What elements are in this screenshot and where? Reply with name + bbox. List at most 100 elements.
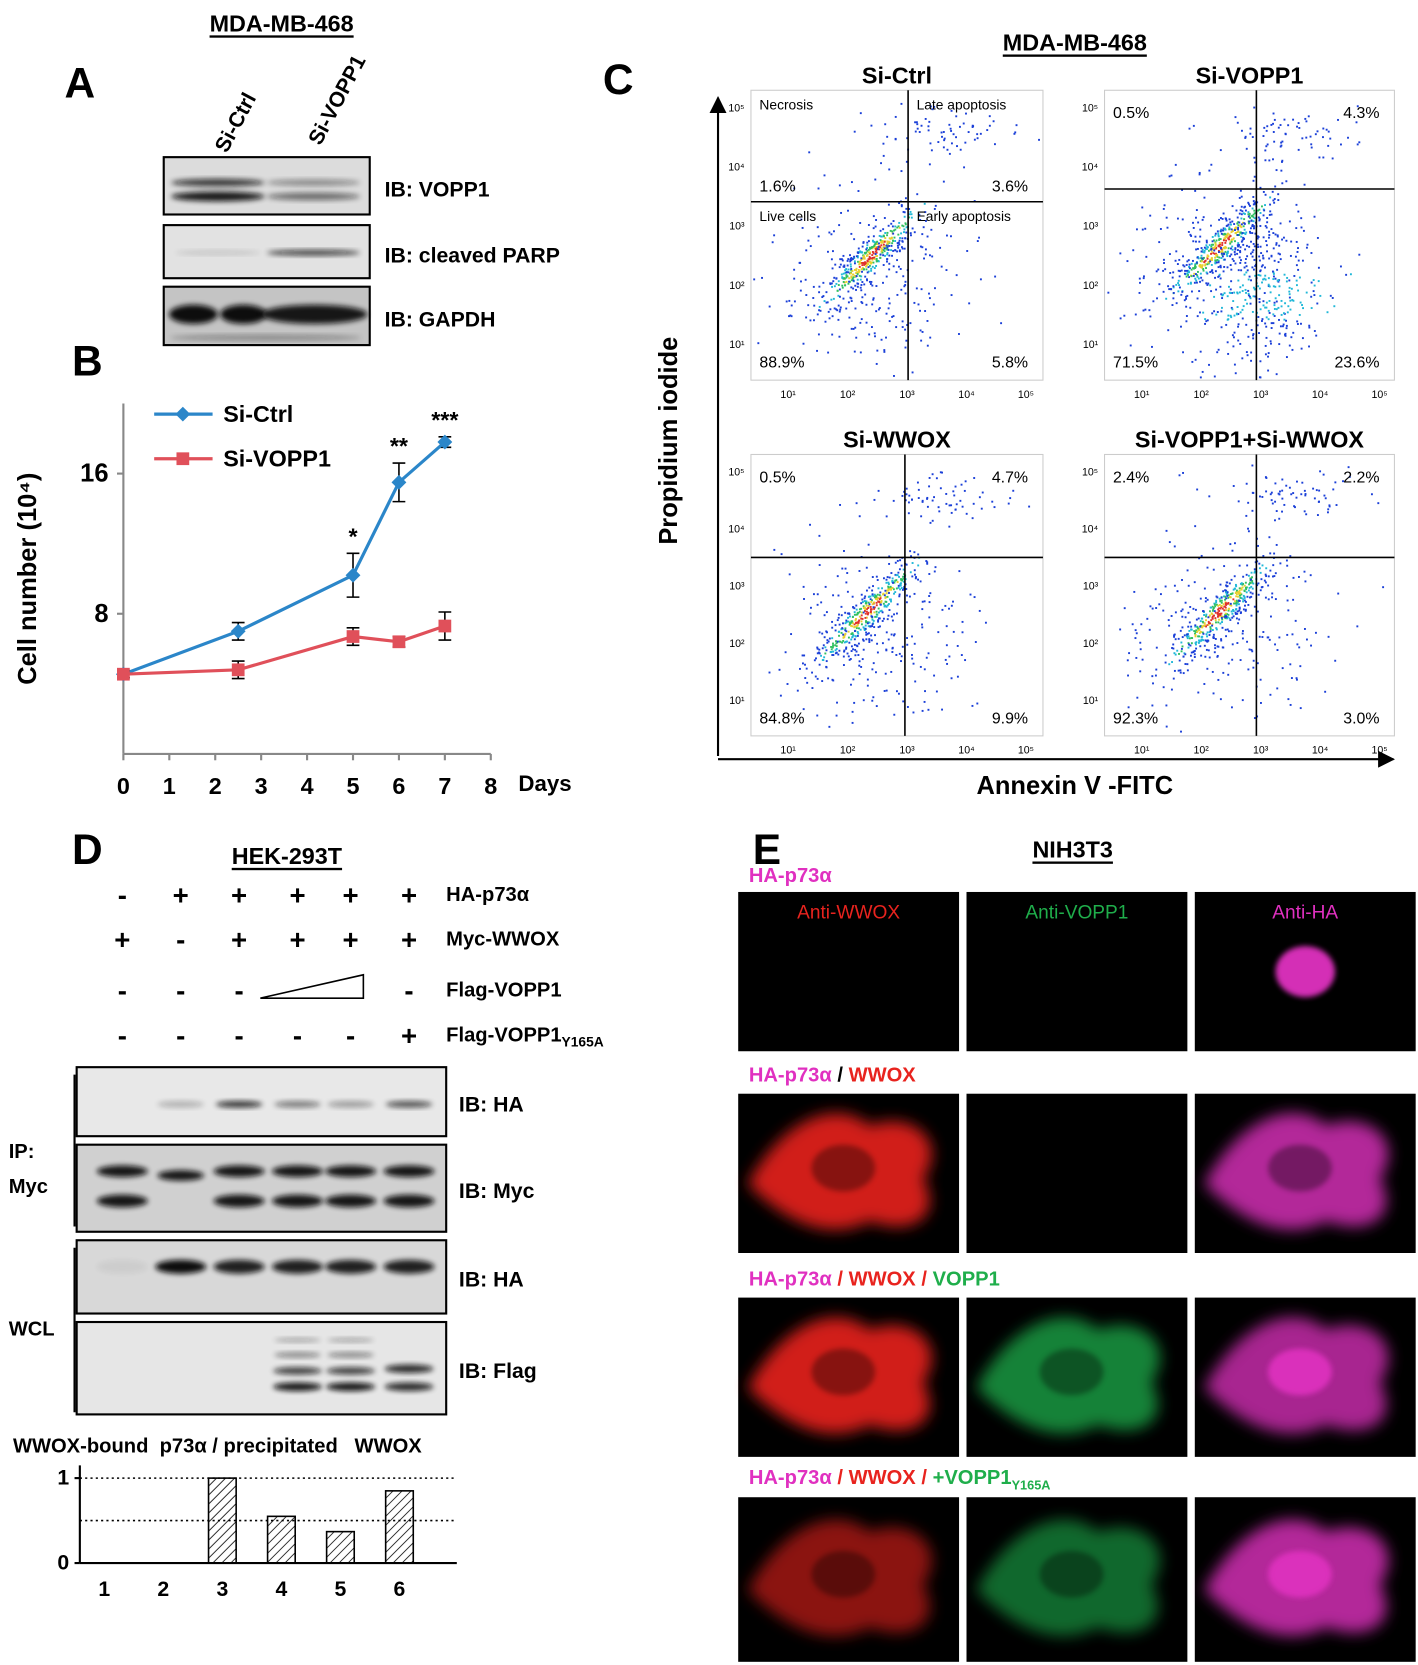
event-dot	[970, 594, 972, 596]
event-dot	[1281, 182, 1283, 184]
event-dot	[852, 616, 854, 618]
event-dot	[1177, 263, 1179, 265]
event-dot	[941, 266, 943, 268]
event-dot	[859, 673, 861, 675]
event-dot	[844, 278, 846, 280]
event-dot	[1244, 274, 1246, 276]
x-tick-label: 5	[335, 1578, 347, 1601]
event-dot	[1271, 596, 1273, 598]
event-dot	[840, 306, 842, 308]
event-dot	[1248, 221, 1250, 223]
row-label: HA-p73α / WWOX / VOPP1	[749, 1269, 1000, 1291]
event-dot	[843, 550, 845, 552]
event-dot	[868, 236, 870, 238]
event-dot	[845, 568, 847, 570]
x-tick-label: 10³	[1253, 389, 1269, 401]
event-dot	[1254, 606, 1256, 608]
event-dot	[1223, 253, 1225, 255]
event-dot	[1271, 322, 1273, 324]
event-dot	[1241, 206, 1243, 208]
event-dot	[839, 311, 841, 313]
event-dot	[1181, 616, 1183, 618]
event-dot	[831, 621, 833, 623]
event-dot	[1232, 643, 1234, 645]
event-dot	[899, 568, 901, 570]
event-dot	[842, 287, 844, 289]
event-dot	[882, 620, 884, 622]
event-dot	[873, 297, 875, 299]
event-dot	[1171, 661, 1173, 663]
condition-mark: +	[173, 880, 189, 911]
event-dot	[887, 615, 889, 617]
event-dot	[1260, 269, 1262, 271]
event-dot	[917, 554, 919, 556]
event-dot	[1151, 346, 1153, 348]
event-dot	[1028, 506, 1030, 508]
event-dot	[1289, 297, 1291, 299]
event-dot	[843, 281, 845, 283]
event-dot	[1207, 599, 1209, 601]
event-dot	[1234, 364, 1236, 366]
event-dot	[892, 577, 894, 579]
event-dot	[1232, 249, 1234, 251]
event-dot	[1287, 600, 1289, 602]
event-dot	[1174, 545, 1176, 547]
event-dot	[1237, 306, 1239, 308]
event-dot	[1158, 241, 1160, 243]
event-dot	[879, 598, 881, 600]
event-dot	[1237, 280, 1239, 282]
event-dot	[1211, 613, 1213, 615]
y-tick-label: 10⁴	[1082, 162, 1099, 174]
event-dot	[818, 649, 820, 651]
event-dot	[1278, 319, 1280, 321]
event-dot	[962, 621, 964, 623]
event-dot	[1246, 265, 1248, 267]
event-dot	[1232, 592, 1234, 594]
event-dot	[830, 299, 832, 301]
condition-mark: +	[401, 1020, 417, 1051]
event-dot	[921, 125, 923, 127]
event-dot	[1299, 314, 1301, 316]
event-dot	[1223, 609, 1225, 611]
event-dot	[1193, 125, 1195, 127]
event-dot	[857, 283, 859, 285]
event-dot	[1330, 295, 1332, 297]
event-dot	[1163, 262, 1165, 264]
event-dot	[820, 655, 822, 657]
event-dot	[1250, 586, 1252, 588]
event-dot	[1203, 633, 1205, 635]
event-dot	[862, 618, 864, 620]
event-dot	[1214, 242, 1216, 244]
event-dot	[839, 624, 841, 626]
event-dot	[873, 227, 875, 229]
event-dot	[1244, 585, 1246, 587]
event-dot	[981, 508, 983, 510]
event-dot	[1192, 222, 1194, 224]
event-dot	[1225, 597, 1227, 599]
event-dot	[1242, 232, 1244, 234]
event-dot	[1235, 595, 1237, 597]
blot-label: IB: HA	[459, 1269, 524, 1292]
event-dot	[911, 654, 913, 656]
event-dot	[877, 248, 879, 250]
event-dot	[1158, 283, 1160, 285]
data-point	[438, 620, 451, 633]
event-dot	[1242, 630, 1244, 632]
event-dot	[1200, 351, 1202, 353]
blot-band	[274, 1338, 321, 1342]
event-dot	[1248, 575, 1250, 577]
event-dot	[875, 226, 877, 228]
event-dot	[831, 648, 833, 650]
x-axis-label: Annexin V -FITC	[976, 772, 1173, 800]
event-dot	[1302, 260, 1304, 262]
x-tick-label: 10¹	[1134, 389, 1150, 401]
event-dot	[843, 637, 845, 639]
y-tick-label: 10⁴	[728, 162, 745, 174]
event-dot	[878, 601, 880, 603]
event-dot	[1188, 276, 1190, 278]
event-dot	[1191, 275, 1193, 277]
cell-line-title: NIH3T3	[1032, 836, 1112, 862]
event-dot	[896, 574, 898, 576]
event-dot	[886, 245, 888, 247]
